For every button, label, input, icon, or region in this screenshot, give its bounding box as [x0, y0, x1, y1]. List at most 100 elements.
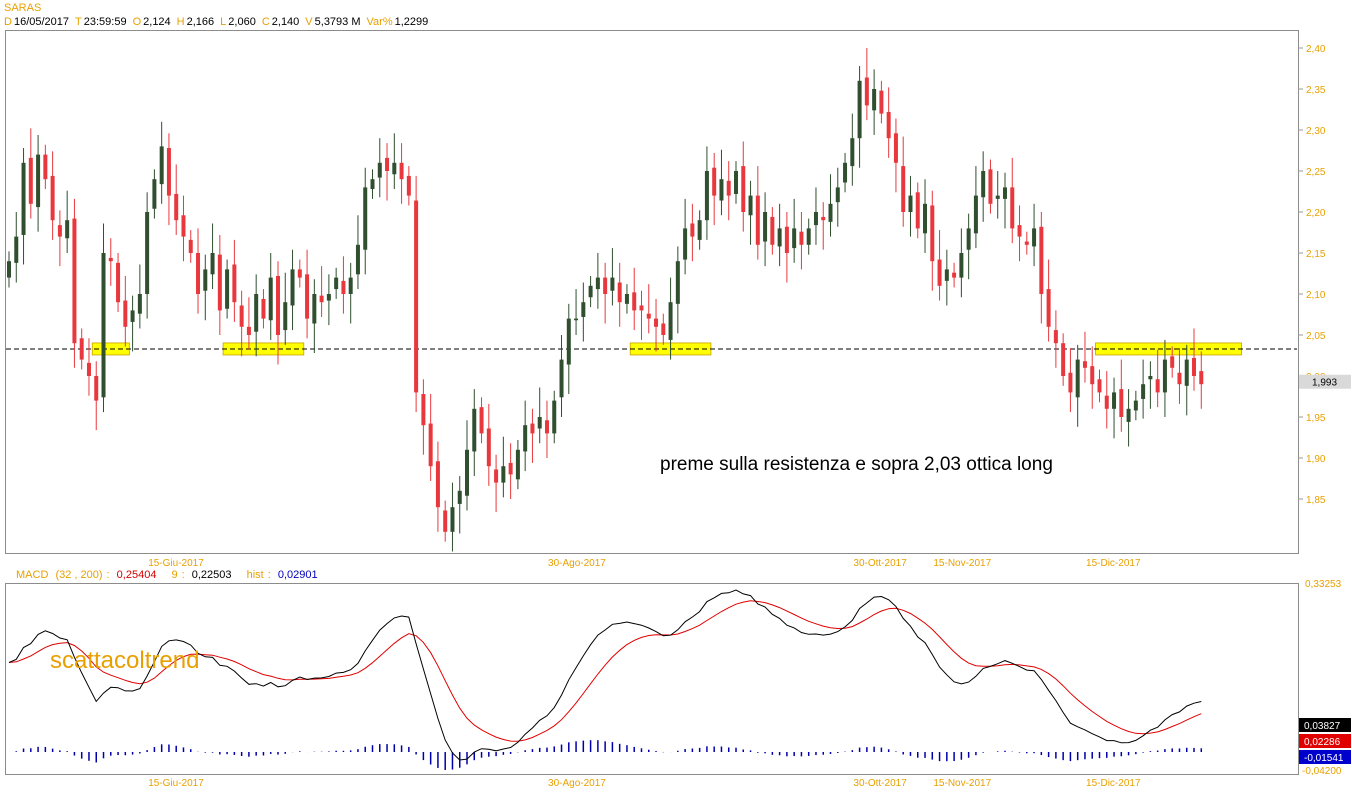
candle-body [1082, 361, 1087, 368]
candle-body [472, 408, 477, 452]
macd-title: MACD [16, 569, 49, 581]
candle-body [632, 292, 637, 311]
candle-body [254, 294, 259, 332]
candle-body [297, 269, 302, 278]
candle-body [1141, 384, 1146, 399]
hist-label: hist [246, 569, 264, 581]
candle-body [646, 313, 651, 319]
y-tick-label: 1,85 [1306, 495, 1326, 506]
y-tick-label: 2,30 [1306, 126, 1326, 137]
candle-body [1192, 357, 1197, 376]
candle-body [283, 302, 288, 331]
candle-body [1133, 400, 1138, 411]
candle-body [290, 269, 295, 306]
candle-body [1148, 376, 1153, 380]
last-price-badge [1299, 374, 1351, 389]
ohlc-value: 5,3793 M [314, 16, 361, 28]
candle-body [544, 420, 549, 434]
candle-body [203, 269, 208, 291]
candle-body [1053, 330, 1058, 344]
candle-body [385, 157, 390, 171]
candle-body [574, 318, 579, 321]
y-tick-label: 2,40 [1306, 44, 1326, 55]
ohlc-value: 16/05/2017 [13, 16, 70, 28]
candle-body [50, 175, 55, 221]
candle-body [355, 244, 360, 275]
ohlc-key: O [132, 16, 142, 28]
candle-body [763, 212, 768, 242]
candle-body [995, 195, 1000, 199]
candle-body [654, 318, 659, 327]
candle-body [1046, 289, 1051, 327]
candle-body [675, 261, 680, 304]
candle-body [566, 318, 571, 365]
signal-line [8, 600, 1202, 742]
candle-body [908, 195, 913, 212]
candle-body [65, 220, 70, 239]
ohlc-readout: D 16/05/2017 T 23:59:59 O 2,124 H 2,166 L 2,060 C 2… [4, 16, 434, 28]
chart-annotation: preme sulla resistenza e sopra 2,03 otti… [660, 454, 1053, 475]
macd-line [8, 589, 1202, 761]
x-tick-label: 15-Nov-2017 [933, 778, 991, 789]
candle-body [1199, 371, 1204, 385]
candle-body [915, 192, 920, 229]
candle-body [421, 394, 426, 426]
candle-body [981, 171, 986, 198]
x-tick-label: 15-Dic-2017 [1086, 558, 1141, 569]
candle-body [145, 212, 150, 294]
ohlc-value: 1,2299 [394, 16, 429, 28]
candle-body [937, 259, 942, 286]
macd-header: MACD (32 , 200): 0,25404 9: 0,22503 hist… [16, 569, 318, 581]
candle-body [734, 171, 738, 194]
candle-body [261, 298, 266, 319]
candle-body [537, 417, 542, 429]
y-tick-label: 1,90 [1306, 454, 1326, 465]
candle-body [152, 179, 157, 209]
candle-body [835, 187, 840, 203]
ohlc-value: 2,124 [143, 16, 171, 28]
candle-body [712, 167, 717, 196]
candle-body [973, 195, 978, 234]
candle-body [275, 275, 280, 335]
candle-body [603, 277, 608, 294]
candle-body [370, 179, 375, 190]
candle-body [196, 253, 201, 294]
candle-body [501, 466, 506, 483]
candle-body [428, 423, 433, 467]
macd-panel[interactable] [5, 583, 1299, 775]
candle-body [326, 294, 331, 301]
candle-body [341, 280, 346, 294]
candle-body [1177, 372, 1182, 385]
candle-body [944, 269, 949, 281]
candle-body [1017, 225, 1022, 237]
candle-body [610, 277, 615, 291]
candle-body [515, 449, 520, 480]
y-tick-label: 2,35 [1306, 85, 1326, 96]
candle-body [661, 323, 666, 335]
candle-body [799, 231, 804, 245]
x-tick-label: 15-Dic-2017 [1086, 778, 1141, 789]
candle-body [966, 228, 971, 250]
candle-body [1002, 187, 1007, 199]
candle-body [704, 171, 709, 221]
ohlc-value: 23:59:59 [83, 16, 127, 28]
candle-body [1068, 372, 1073, 393]
candle-body [988, 169, 993, 204]
candle-body [435, 461, 440, 508]
candle-body [486, 428, 491, 467]
candle-body [901, 166, 906, 212]
candle-body [217, 254, 222, 311]
macd-value-badge-label: -0,01541 [1304, 753, 1344, 764]
macd-top-label: 0,33253 [1305, 579, 1342, 590]
candle-body [923, 203, 928, 234]
ohlc-key: V [305, 16, 313, 28]
candle-body [748, 195, 753, 216]
candle-body [559, 359, 564, 398]
candle-body [116, 262, 121, 303]
candle-body [792, 228, 797, 249]
candle-body [821, 216, 826, 221]
candle-body [595, 277, 600, 290]
candle-body [1112, 392, 1117, 409]
candle-body [828, 203, 833, 222]
